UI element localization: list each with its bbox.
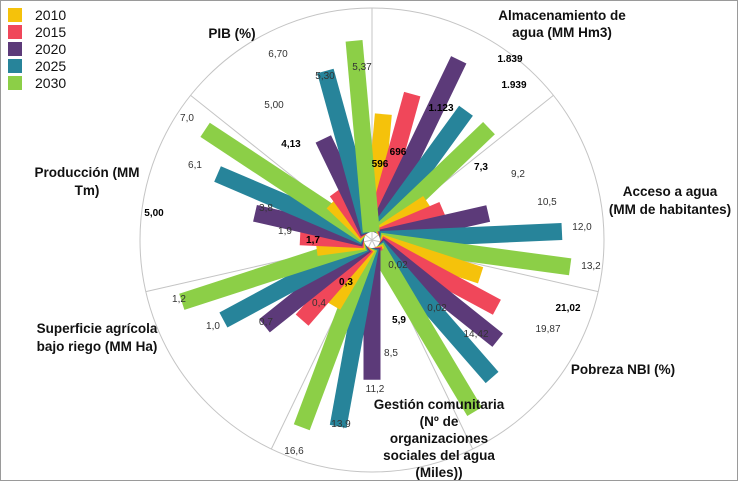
category-label: PIB (%) [208, 26, 255, 41]
legend-swatch [8, 76, 22, 90]
data-label: 0,7 [259, 317, 273, 328]
category-label: Superficie agrícola bajo riego (MM Ha) [37, 321, 158, 354]
data-label: 6,70 [268, 49, 288, 60]
bar-2-1 [375, 236, 501, 315]
bars-layer [179, 40, 572, 431]
bar-2-0 [377, 234, 484, 284]
data-label: 1,0 [206, 321, 220, 332]
bar-6-4 [345, 40, 380, 233]
data-label: 10,5 [537, 197, 557, 208]
legend-label: 2025 [35, 58, 66, 74]
data-label: 696 [390, 147, 407, 158]
bar-5-4 [200, 122, 370, 243]
bar-3-4 [293, 244, 378, 431]
bar-1-4 [378, 232, 572, 276]
legend-label: 2010 [35, 7, 66, 23]
category-extra-label: 5,00 [144, 208, 164, 219]
data-label: 0,02 [427, 303, 447, 314]
data-label: 19,87 [535, 324, 560, 335]
data-label: 1.939 [501, 80, 526, 91]
data-label: 0,4 [312, 298, 326, 309]
data-label: 5,30 [315, 71, 335, 82]
data-label: 16,6 [284, 446, 304, 457]
data-label: 1.839 [497, 54, 522, 65]
category-label: Acceso a agua (MM de habitantes) [609, 184, 731, 217]
category-labels-layer: PIB (%) Almacenamiento de agua (MM Hm3) Acc… [35, 8, 732, 480]
data-label: 13,9 [331, 419, 351, 430]
category-label: Almacenamiento de agua (MM Hm3) [498, 8, 626, 40]
legend-label: 2015 [35, 24, 66, 40]
bar-3-3 [329, 246, 379, 428]
data-label: 7,0 [180, 113, 194, 124]
legend-swatch [8, 25, 22, 39]
data-label: 3,8 [259, 203, 273, 214]
data-label: 0,3 [339, 277, 353, 288]
chart-grid [139, 7, 605, 473]
legend-swatch [8, 42, 22, 56]
data-label: 12,0 [572, 222, 592, 233]
bar-2-4 [368, 242, 482, 416]
legend-label: 2020 [35, 41, 66, 57]
legend-label: 2030 [35, 75, 66, 91]
bar-0-1 [365, 91, 421, 235]
data-label: 5,9 [392, 315, 406, 326]
data-label: 7,3 [474, 162, 488, 173]
data-label: 0,02 [388, 260, 408, 271]
data-label: 1,7 [306, 235, 320, 246]
bar-0-2 [367, 56, 467, 237]
data-label: 13,2 [581, 261, 601, 272]
data-label: 4,13 [281, 139, 301, 150]
data-label: 14,42 [463, 329, 488, 340]
data-label: 5,00 [264, 100, 284, 111]
legend-swatch [8, 8, 22, 22]
legend-swatch [8, 59, 22, 73]
data-label: 11,2 [366, 384, 385, 395]
data-label: 1.123 [428, 103, 453, 114]
data-label: 8,5 [384, 348, 398, 359]
bar-0-3 [369, 105, 473, 239]
category-label: Producción (MM Tm) [35, 165, 140, 198]
data-label: 1,9 [278, 226, 292, 237]
data-label: 9,2 [511, 169, 525, 180]
data-label: 596 [372, 159, 389, 170]
category-label: Pobreza NBI (%) [571, 362, 675, 377]
data-label: 1,2 [172, 294, 186, 305]
data-label: 5,37 [352, 62, 372, 73]
bar-5-2 [253, 205, 367, 247]
data-label: 21,02 [555, 303, 580, 314]
category-label: Gestión comunitaria (Nº de organizaciones s… [374, 397, 505, 480]
bar-5-3 [214, 166, 368, 245]
data-label: 6,1 [188, 160, 202, 171]
